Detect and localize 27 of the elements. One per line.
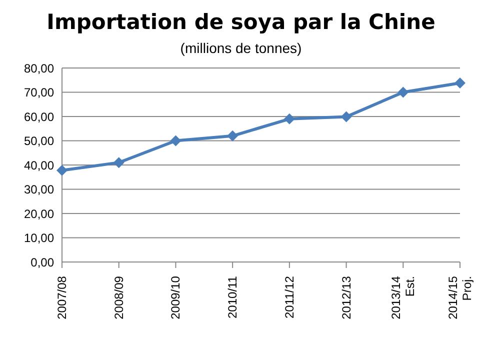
y-tick-label: 40,00 [24,158,54,172]
y-tick-label: 80,00 [24,61,54,76]
point [398,86,409,98]
point [227,130,238,142]
point [340,111,352,122]
y-tick-label: 30,00 [24,182,54,197]
x-tick-label: 2014/15 Proj. [446,276,474,320]
x-tick-label: 2007/08 [55,276,69,320]
y-tick-label: 50,00 [24,134,54,148]
x-tick-label: 2010/11 [226,276,240,318]
x-tick-label: 2012/13 [339,276,354,320]
point [56,164,68,176]
chart-title: Importation de soya par la Chine [46,10,436,34]
point [284,113,295,124]
x-tick-label: 2011/12 [282,276,296,318]
y-tick-label: 20,00 [24,206,54,221]
chart-subtitle: (millions de tonnes) [179,40,303,56]
x-tick-label: 2009/10 [168,276,183,320]
x-tick-label: 2013/14 Est. [389,276,418,320]
point [454,78,466,89]
y-tick-label: 10,00 [24,231,54,246]
point [170,135,182,146]
point [113,157,124,168]
x-tick-label: 2008/09 [112,276,126,320]
y-tick-label: 70,00 [24,86,54,100]
y-tick-label: 0,00 [30,255,54,270]
y-tick-label: 60,00 [24,110,54,124]
